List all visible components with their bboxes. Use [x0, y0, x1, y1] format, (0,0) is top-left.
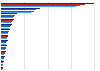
Bar — [1, 15, 15, 16]
Bar — [1, 54, 4, 55]
Bar — [1, 64, 3, 65]
Bar — [1, 65, 3, 66]
Bar — [1, 6, 76, 7]
Bar — [1, 19, 14, 20]
Bar — [1, 29, 10, 30]
Bar — [1, 42, 6, 43]
Bar — [1, 26, 10, 27]
Bar — [1, 53, 5, 54]
Bar — [1, 62, 3, 63]
Bar — [1, 61, 4, 62]
Bar — [1, 36, 8, 37]
Bar — [1, 60, 3, 61]
Bar — [1, 48, 6, 49]
Bar — [1, 41, 7, 42]
Bar — [1, 52, 5, 53]
Bar — [1, 3, 94, 4]
Bar — [1, 8, 40, 9]
Bar — [1, 70, 2, 71]
Bar — [1, 68, 3, 69]
Bar — [1, 4, 85, 5]
Bar — [1, 57, 4, 58]
Bar — [1, 51, 6, 52]
Bar — [1, 37, 7, 38]
Bar — [1, 58, 4, 59]
Bar — [1, 40, 8, 41]
Bar — [1, 22, 11, 23]
Bar — [1, 35, 8, 36]
Bar — [1, 13, 17, 14]
Bar — [1, 44, 6, 45]
Bar — [1, 28, 9, 29]
Bar — [1, 21, 12, 22]
Bar — [1, 33, 8, 34]
Bar — [1, 32, 8, 33]
Bar — [1, 56, 5, 57]
Bar — [1, 31, 9, 32]
Bar — [1, 12, 31, 13]
Bar — [1, 20, 13, 21]
Bar — [1, 16, 14, 17]
Bar — [1, 11, 34, 12]
Bar — [1, 17, 13, 18]
Bar — [1, 9, 36, 10]
Bar — [1, 47, 6, 48]
Bar — [1, 38, 7, 39]
Bar — [1, 24, 12, 25]
Bar — [1, 45, 7, 46]
Bar — [1, 25, 11, 26]
Bar — [1, 67, 3, 68]
Bar — [1, 49, 5, 50]
Bar — [1, 69, 2, 70]
Bar — [1, 5, 80, 6]
